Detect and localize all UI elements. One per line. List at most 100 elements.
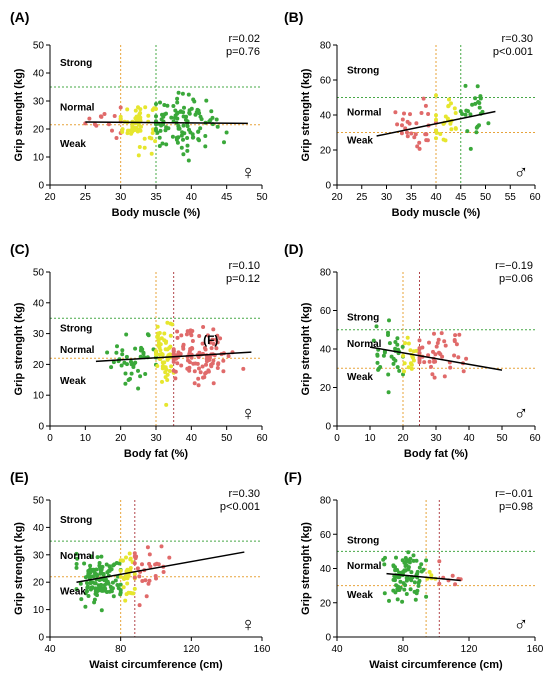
data-point bbox=[120, 352, 125, 357]
data-point bbox=[136, 386, 141, 391]
y-tick-label: 0 bbox=[325, 422, 331, 433]
data-point bbox=[426, 112, 431, 116]
data-point bbox=[408, 348, 413, 353]
data-point bbox=[124, 555, 128, 560]
data-point bbox=[138, 111, 143, 115]
y-tick-label: 80 bbox=[320, 496, 332, 507]
data-point bbox=[86, 574, 91, 579]
category-label-strong: Strong bbox=[347, 66, 379, 77]
data-point bbox=[399, 131, 404, 136]
y-tick-label: 0 bbox=[325, 633, 331, 644]
data-point bbox=[397, 575, 402, 579]
data-point bbox=[427, 340, 431, 345]
data-point bbox=[422, 360, 427, 365]
data-point bbox=[221, 358, 226, 363]
data-point bbox=[452, 106, 457, 111]
data-point bbox=[429, 364, 433, 369]
data-point bbox=[118, 582, 123, 587]
data-point bbox=[477, 105, 482, 110]
data-point bbox=[74, 587, 79, 592]
data-point bbox=[178, 109, 183, 114]
data-point bbox=[118, 592, 123, 597]
data-point bbox=[86, 594, 91, 598]
data-point bbox=[419, 111, 424, 115]
x-tick-label: 30 bbox=[430, 433, 442, 444]
data-point bbox=[387, 318, 391, 323]
data-point bbox=[387, 598, 391, 603]
sex-symbol-icon: ♂ bbox=[514, 614, 529, 636]
x-tick-label: 55 bbox=[505, 192, 517, 203]
r-value: r=−0.19 bbox=[495, 260, 533, 272]
data-point bbox=[406, 567, 411, 572]
data-point bbox=[133, 346, 138, 351]
data-point bbox=[164, 142, 169, 147]
data-point bbox=[132, 551, 137, 556]
p-value: p=0.12 bbox=[226, 273, 260, 285]
data-point bbox=[160, 141, 165, 146]
r-value: r=0.30 bbox=[502, 33, 534, 45]
data-point bbox=[435, 341, 440, 345]
data-point bbox=[450, 573, 455, 578]
data-point bbox=[111, 594, 116, 599]
x-tick-label: 40 bbox=[463, 433, 475, 444]
y-tick-label: 30 bbox=[33, 329, 45, 340]
y-tick-label: 0 bbox=[38, 422, 44, 433]
data-point bbox=[197, 138, 201, 143]
data-point bbox=[173, 108, 178, 113]
data-point bbox=[159, 544, 164, 549]
data-point bbox=[395, 597, 400, 602]
data-point bbox=[142, 136, 147, 141]
sex-symbol-icon: ♀ bbox=[241, 614, 256, 636]
data-point bbox=[159, 336, 164, 341]
data-point bbox=[175, 140, 180, 145]
data-point bbox=[162, 331, 167, 336]
data-point bbox=[190, 339, 195, 343]
data-point bbox=[437, 559, 442, 564]
data-point bbox=[458, 109, 463, 114]
x-tick-label: 20 bbox=[331, 192, 343, 203]
data-point bbox=[164, 367, 169, 372]
data-point bbox=[211, 381, 216, 386]
data-point bbox=[94, 123, 99, 128]
data-point bbox=[141, 350, 146, 355]
y-tick-label: 0 bbox=[38, 181, 44, 192]
data-point bbox=[452, 339, 457, 344]
data-point bbox=[171, 347, 176, 352]
data-point bbox=[432, 331, 436, 336]
category-label-normal: Normal bbox=[347, 561, 382, 572]
data-point bbox=[189, 355, 194, 360]
regression-line bbox=[369, 346, 503, 371]
data-point bbox=[132, 586, 137, 591]
data-point bbox=[109, 589, 114, 594]
data-point bbox=[187, 360, 192, 365]
data-point bbox=[203, 134, 208, 138]
data-point bbox=[142, 145, 147, 150]
data-point bbox=[412, 580, 417, 585]
x-axis-title: Body fat (%) bbox=[124, 448, 189, 460]
data-point bbox=[159, 117, 164, 122]
data-point bbox=[185, 136, 190, 140]
data-point bbox=[160, 379, 164, 384]
data-point bbox=[178, 351, 183, 356]
data-point bbox=[406, 341, 411, 346]
data-point bbox=[393, 346, 398, 351]
data-point bbox=[136, 105, 140, 110]
y-tick-label: 10 bbox=[33, 153, 45, 164]
data-point bbox=[88, 563, 93, 568]
category-label-weak: Weak bbox=[347, 590, 373, 601]
data-point bbox=[210, 115, 215, 120]
data-point bbox=[167, 369, 172, 373]
category-label-normal: Normal bbox=[60, 103, 95, 114]
data-point bbox=[405, 130, 409, 135]
data-point bbox=[395, 365, 400, 370]
data-point bbox=[417, 351, 422, 355]
data-point bbox=[98, 114, 103, 119]
y-tick-label: 20 bbox=[320, 598, 332, 609]
data-point bbox=[130, 124, 135, 129]
data-point bbox=[442, 374, 447, 379]
data-point bbox=[158, 100, 162, 105]
data-point bbox=[417, 140, 422, 145]
data-point bbox=[463, 112, 468, 117]
y-tick-label: 40 bbox=[33, 69, 45, 80]
data-point bbox=[157, 352, 162, 357]
